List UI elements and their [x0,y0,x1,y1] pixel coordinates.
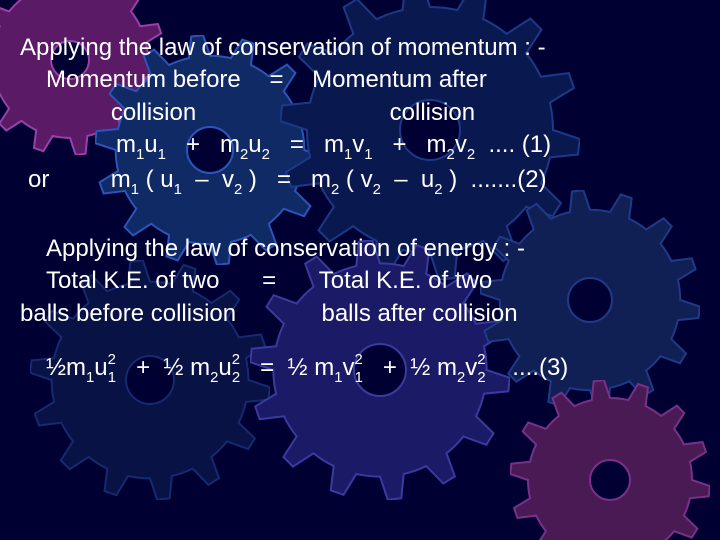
collision-row: collision = collision [20,97,700,129]
momentum-before-label: Momentum before [46,64,241,96]
equation-1: m1u1 + m2u2 = m1v1 + m2v2 .... (1) [20,129,700,164]
momentum-labels-row: Momentum before = Momentum after [20,64,700,96]
energy-block: Applying the law of conservation of ener… [20,233,700,387]
energy-heading: Applying the law of conservation of ener… [20,233,700,265]
or-text: or [28,166,49,193]
energy-labels-row: Total K.E. of two = Total K.E. of two [20,265,700,297]
ke-after-label: Total K.E. of two [319,265,492,297]
collision-right: collision [332,97,532,129]
ke-after-sub: balls after collision [321,298,517,330]
equation-3: ½m1u21 + ½ m2u22 = ½ m1v21 + ½ m2v22 ...… [20,352,700,387]
slide-text: Applying the law of conservation of mome… [0,0,720,540]
eq1-label: .... (1) [488,131,551,158]
energy-sub-row: balls before collision balls after colli… [20,298,700,330]
momentum-block: Applying the law of conservation of mome… [20,32,700,199]
equation-2: or m1 ( u1 – v2 ) = m2 ( v2 – u2 ) .....… [20,164,700,199]
eq3-label: ....(3) [512,354,568,381]
momentum-after-label: Momentum after [312,64,487,96]
equals-sign: = [269,66,283,93]
ke-before-sub: balls before collision [20,298,236,330]
ke-before-label: Total K.E. of two [46,265,219,297]
eq2-label: .......(2) [471,166,547,193]
momentum-heading: Applying the law of conservation of mome… [20,32,700,64]
collision-left: collision [46,97,261,129]
